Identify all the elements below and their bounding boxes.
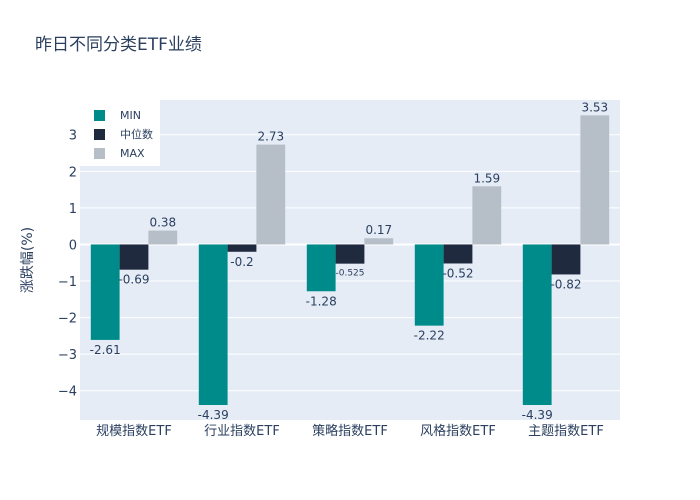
data-label: -1.28 — [306, 294, 337, 308]
y-axis-ticks: −4 −3 −2 −1 0 1 2 3 — [58, 129, 77, 400]
bar — [227, 244, 257, 252]
legend-swatch — [94, 148, 105, 159]
data-label: 3.53 — [581, 100, 608, 114]
data-label: -0.82 — [550, 277, 581, 291]
x-tick-label: 规模指数ETF — [96, 424, 172, 439]
chart-title: 昨日不同分类ETF业绩 — [35, 35, 202, 55]
x-tick-label: 风格指数ETF — [420, 423, 496, 439]
data-label: -2.61 — [90, 343, 121, 357]
x-tick-label: 主题指数ETF — [528, 424, 604, 439]
bar — [148, 230, 178, 245]
data-label: -4.39 — [198, 408, 229, 422]
bar — [90, 244, 120, 340]
bar — [335, 244, 365, 264]
y-tick-label: 2 — [69, 165, 77, 180]
data-label: -0.2 — [230, 255, 253, 269]
data-labels: -2.61 -0.69 0.38 -4.39 -0.2 2.73 -1.28 -0.525 0.… — [90, 100, 608, 422]
bars — [90, 115, 610, 406]
legend-swatch — [94, 129, 105, 140]
data-label: -4.39 — [522, 408, 553, 422]
y-tick-label: 3 — [69, 129, 77, 144]
data-label: -0.69 — [118, 273, 149, 287]
bar — [364, 238, 394, 245]
x-tick-label: 行业指数ETF — [204, 424, 280, 439]
bar — [443, 244, 473, 264]
y-tick-label: 1 — [69, 202, 77, 217]
y-tick-label: −3 — [58, 348, 77, 363]
data-label: 2.73 — [257, 130, 284, 144]
data-label: -0.52 — [442, 266, 473, 280]
legend[interactable]: MIN 中位数 MAX — [80, 100, 160, 166]
legend-label: MIN — [120, 109, 141, 122]
bar — [551, 244, 581, 275]
x-axis-ticks: 规模指数ETF 行业指数ETF 策略指数ETF 风格指数ETF 主题指数ETF — [96, 423, 604, 439]
bar — [472, 186, 502, 245]
bar — [119, 244, 149, 270]
data-label: 0.38 — [149, 216, 176, 230]
y-tick-label: −4 — [58, 385, 77, 400]
y-tick-label: 0 — [69, 238, 77, 253]
data-label: 0.17 — [365, 223, 392, 237]
bar — [522, 244, 552, 406]
bar — [256, 144, 286, 245]
data-label: -0.525 — [335, 269, 364, 279]
bar — [414, 244, 444, 326]
bar — [306, 244, 336, 292]
legend-box — [80, 100, 160, 166]
legend-swatch — [94, 110, 105, 121]
gridlines — [80, 134, 620, 392]
x-tick-label: 策略指数ETF — [312, 423, 388, 439]
data-label: -2.22 — [414, 329, 445, 343]
legend-label: 中位数 — [120, 127, 153, 141]
y-tick-label: −2 — [58, 312, 77, 327]
y-tick-label: −1 — [58, 275, 77, 290]
legend-label: MAX — [120, 147, 145, 160]
bar — [580, 115, 610, 245]
y-axis-title: 涨跌幅(%) — [20, 227, 36, 293]
data-label: 1.59 — [473, 171, 500, 185]
bar — [198, 244, 228, 406]
